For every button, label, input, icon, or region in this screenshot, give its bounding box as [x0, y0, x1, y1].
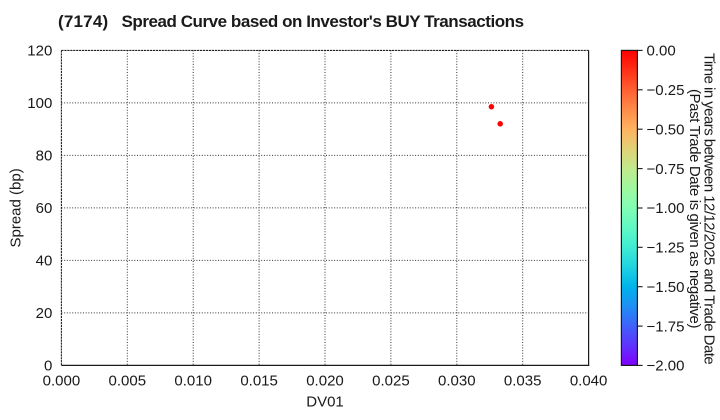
svg-text:20: 20 [36, 305, 53, 322]
svg-text:0.035: 0.035 [504, 372, 542, 389]
svg-text:Spread (bp): Spread (bp) [8, 168, 25, 247]
svg-text:−1.75: −1.75 [647, 318, 685, 335]
svg-text:100: 100 [27, 95, 52, 112]
svg-text:(Past Trade Date is given as n: (Past Trade Date is given as negative) [686, 89, 703, 329]
svg-text:−0.75: −0.75 [647, 161, 685, 178]
svg-text:DV01: DV01 [306, 394, 344, 411]
svg-text:40: 40 [36, 253, 53, 270]
svg-text:−1.00: −1.00 [647, 200, 685, 217]
svg-text:0.030: 0.030 [438, 372, 476, 389]
svg-text:0.005: 0.005 [109, 372, 147, 389]
svg-text:0.015: 0.015 [240, 372, 278, 389]
svg-text:0.040: 0.040 [570, 372, 608, 389]
svg-text:0.025: 0.025 [372, 372, 410, 389]
svg-text:−0.25: −0.25 [647, 82, 685, 99]
svg-text:0.000: 0.000 [43, 372, 81, 389]
svg-text:0.020: 0.020 [306, 372, 344, 389]
svg-text:60: 60 [36, 200, 53, 217]
svg-text:Time in years between 12/12/20: Time in years between 12/12/2025 and Tra… [701, 53, 718, 365]
svg-text:0.00: 0.00 [647, 43, 676, 60]
svg-text:0.010: 0.010 [174, 372, 212, 389]
svg-text:−1.50: −1.50 [647, 279, 685, 296]
svg-text:−1.25: −1.25 [647, 240, 685, 257]
svg-text:−2.00: −2.00 [647, 358, 685, 375]
svg-text:0: 0 [44, 358, 52, 375]
svg-text:120: 120 [27, 43, 52, 60]
svg-text:Spread Curve based on Investor: Spread Curve based on Investor's BUY Tra… [122, 12, 524, 31]
svg-text:−0.50: −0.50 [647, 121, 685, 138]
svg-text:80: 80 [36, 148, 53, 165]
svg-text:(7174): (7174) [58, 12, 108, 31]
